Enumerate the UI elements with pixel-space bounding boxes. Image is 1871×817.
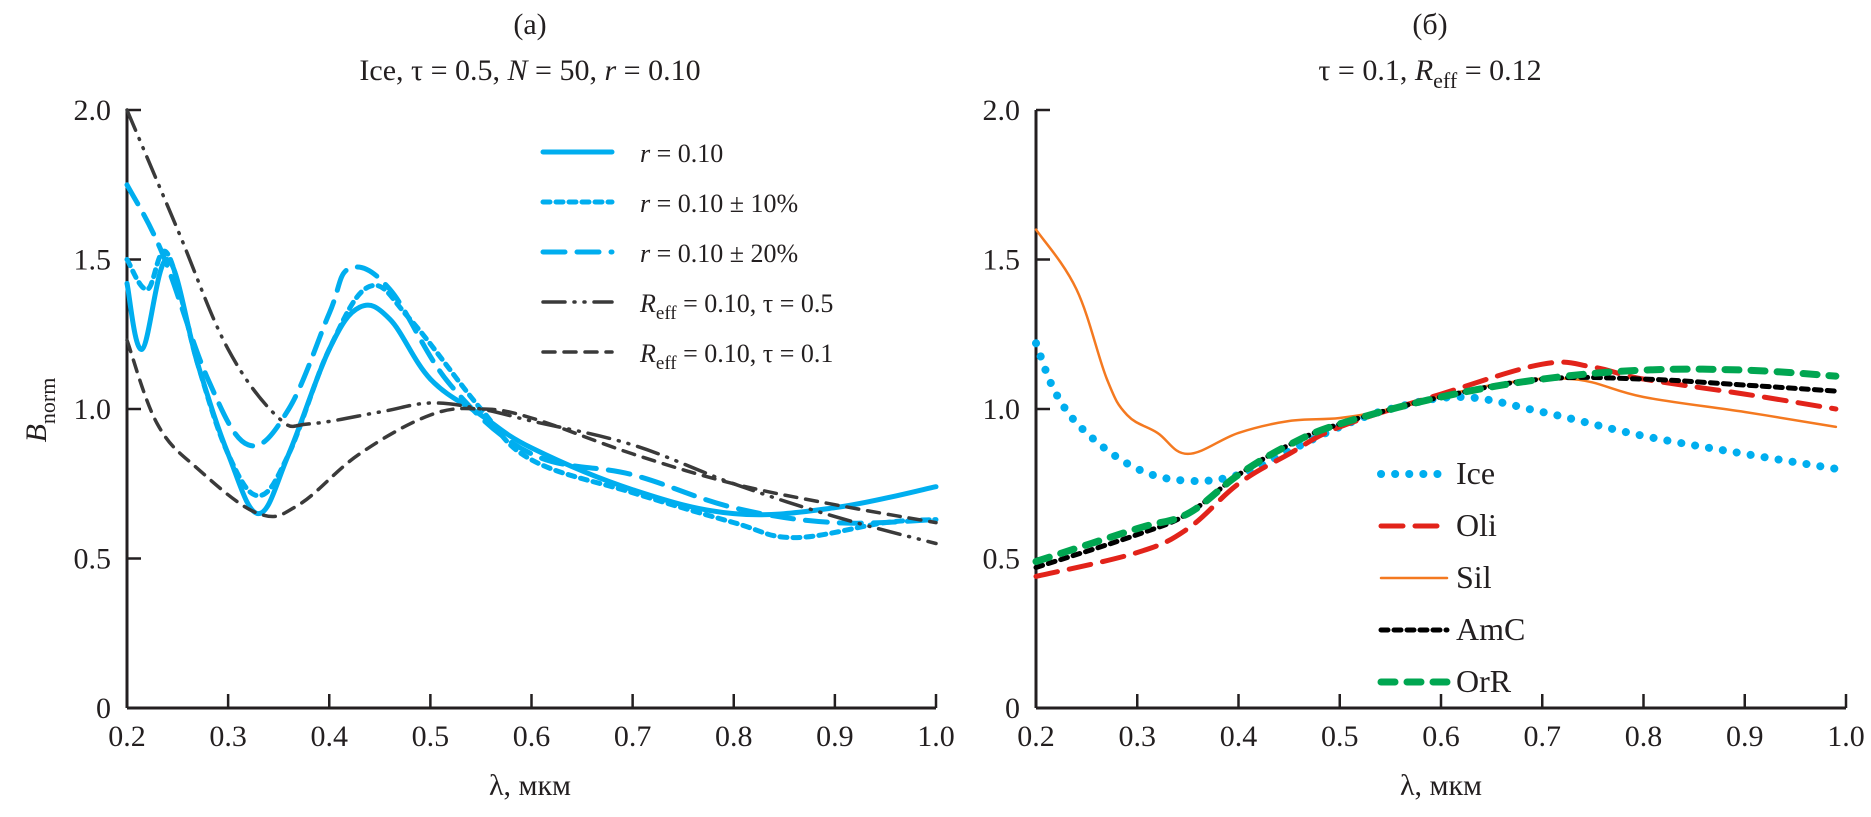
legend-label: AmC xyxy=(1456,611,1525,647)
title-part: r xyxy=(604,54,616,87)
panel-a-series xyxy=(124,108,939,546)
x-tick-label: 0.3 xyxy=(209,720,247,753)
x-tick-label: 1.0 xyxy=(917,720,955,753)
x-tick-label: 0.9 xyxy=(816,720,854,753)
legend-label-rest: = 0.10, τ = 0.1 xyxy=(677,339,834,368)
series-line-r-0-10-20 xyxy=(124,182,939,526)
x-tick-label: 0.8 xyxy=(715,720,753,753)
legend-label-sub: eff xyxy=(656,353,677,374)
y-tick-label: 1.5 xyxy=(983,244,1021,277)
legend-label: OrR xyxy=(1456,663,1512,699)
y-tick-label: 0 xyxy=(96,692,111,725)
legend-label: Oli xyxy=(1456,507,1497,543)
y-tick-label: 1.0 xyxy=(74,393,112,426)
title-part: eff xyxy=(1433,68,1458,93)
legend-label-main: R xyxy=(639,289,656,318)
legend-label-rest: = 0.10, τ = 0.5 xyxy=(677,289,834,318)
title-part: N xyxy=(507,54,530,87)
legend-label-rest: = 0.10 ± 10% xyxy=(650,189,798,218)
legend-label-main: R xyxy=(639,339,656,368)
x-tick-label: 0.7 xyxy=(614,720,652,753)
panel-b-title: τ = 0.1, Reff = 0.12 xyxy=(1318,54,1541,93)
panel-a: (a) Ice, τ = 0.5, N = 50, r = 0.10 0.2 0.… xyxy=(20,8,955,802)
panel-b-legend: Ice Oli Sil AmC OrR xyxy=(1377,455,1525,699)
title-part: Ice, τ = 0.5, xyxy=(359,54,507,87)
panel-b-xlabel: λ, мкм xyxy=(1400,769,1482,802)
series-line-reff-0-10-0-5 xyxy=(125,108,938,546)
y-tick-label: 2.0 xyxy=(983,94,1021,127)
legend-label-main: r xyxy=(640,139,651,168)
svg-text:Bnorm: Bnorm xyxy=(20,378,60,443)
legend-label: Ice xyxy=(1456,455,1495,491)
series-line-reff-0-10-0-1 xyxy=(125,338,938,525)
panel-a-ylabel: Bnorm xyxy=(20,378,60,443)
x-tick-label: 0.5 xyxy=(412,720,450,753)
panel-b: (б) τ = 0.1, Reff = 0.12 0.2 0.3 0.4 0.5 0.6… xyxy=(983,8,1865,802)
legend-item: AmC xyxy=(1378,611,1525,647)
legend-item: Oli xyxy=(1378,507,1497,543)
legend-label-rest: = 0.10 ± 20% xyxy=(650,239,798,268)
legend-item: OrR xyxy=(1377,663,1512,699)
y-tick-label: 1.0 xyxy=(983,393,1021,426)
legend-item: r = 0.10 ± 20% xyxy=(540,239,798,268)
series-line-orr xyxy=(1032,365,1840,565)
x-tick-label: 1.0 xyxy=(1827,720,1865,753)
panel-a-legend: r = 0.10r = 0.10 ± 10%r = 0.10 ± 20%Reff… xyxy=(540,139,833,374)
legend-label: Reff = 0.10, τ = 0.1 xyxy=(639,339,833,374)
legend-label: r = 0.10 ± 20% xyxy=(640,239,798,268)
y-tick-label: 0.5 xyxy=(74,543,112,576)
ylabel-main: B xyxy=(20,424,53,442)
legend-label: Reff = 0.10, τ = 0.5 xyxy=(639,289,833,324)
series-line-ice xyxy=(1032,339,1840,486)
legend-item: Reff = 0.10, τ = 0.5 xyxy=(541,289,833,324)
x-tick-label: 0.9 xyxy=(1726,720,1764,753)
legend-label-sub: eff xyxy=(656,303,677,324)
series-line-sil xyxy=(1034,228,1838,456)
y-tick-label: 0.5 xyxy=(983,543,1021,576)
ylabel-sub: norm xyxy=(35,378,60,424)
x-tick-label: 0.6 xyxy=(1422,720,1460,753)
legend-label-main: r xyxy=(640,189,651,218)
panel-a-axes: 0.2 0.3 0.4 0.5 0.6 0.7 0.8 0.9 1.0 0 0.5 1.0 1.5 2.0 xyxy=(74,94,955,753)
legend-label: Sil xyxy=(1456,559,1492,595)
panel-b-axes: 0.2 0.3 0.4 0.5 0.6 0.7 0.8 0.9 1.0 0 0.5 1.0 1.5 2.0 xyxy=(983,94,1865,753)
legend-label: r = 0.10 xyxy=(640,139,723,168)
legend-item: r = 0.10 ± 10% xyxy=(540,189,798,218)
x-tick-label: 0.4 xyxy=(1220,720,1258,753)
panel-a-xlabel: λ, мкм xyxy=(489,769,571,802)
legend-item: r = 0.10 xyxy=(540,139,723,168)
title-part: = 0.10 xyxy=(616,54,700,87)
panel-b-series xyxy=(1032,228,1840,579)
y-tick-label: 0 xyxy=(1005,692,1020,725)
legend-item: Reff = 0.10, τ = 0.1 xyxy=(541,339,833,374)
x-tick-label: 0.8 xyxy=(1625,720,1663,753)
x-tick-label: 0.3 xyxy=(1119,720,1157,753)
panel-b-label: (б) xyxy=(1412,8,1447,41)
y-tick-label: 2.0 xyxy=(74,94,112,127)
legend-label: r = 0.10 ± 10% xyxy=(640,189,798,218)
x-tick-label: 0.2 xyxy=(1017,720,1055,753)
panel-a-title: Ice, τ = 0.5, N = 50, r = 0.10 xyxy=(359,54,700,87)
legend-item: Sil xyxy=(1379,559,1492,595)
title-part: R xyxy=(1414,54,1433,87)
title-part: τ = 0.1, xyxy=(1318,54,1414,87)
title-part: = 50, xyxy=(528,54,605,87)
legend-label-rest: = 0.10 xyxy=(650,139,723,168)
legend-label-main: r xyxy=(640,239,651,268)
legend-item: Ice xyxy=(1377,455,1495,491)
series-line-r-0-10-10 xyxy=(124,248,939,541)
title-part: = 0.12 xyxy=(1457,54,1541,87)
x-tick-label: 0.4 xyxy=(311,720,349,753)
y-tick-label: 1.5 xyxy=(74,244,112,277)
x-tick-label: 0.7 xyxy=(1524,720,1562,753)
series-line-oli xyxy=(1033,359,1839,579)
x-tick-label: 0.2 xyxy=(108,720,146,753)
panel-a-label: (a) xyxy=(513,8,546,41)
x-tick-label: 0.6 xyxy=(513,720,551,753)
x-tick-label: 0.5 xyxy=(1321,720,1359,753)
